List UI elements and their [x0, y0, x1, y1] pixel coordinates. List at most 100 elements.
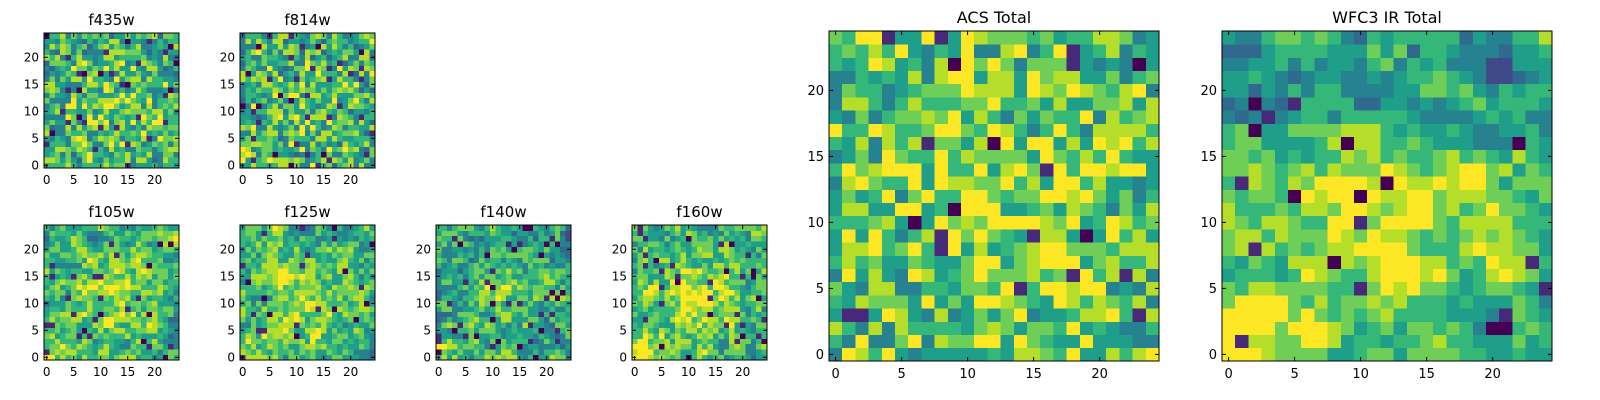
heatmap-cell: [868, 31, 883, 45]
heatmap-cell: [157, 279, 164, 285]
heatmap-cell: [168, 119, 174, 126]
heatmap-cell: [71, 268, 77, 274]
heatmap-cell: [245, 349, 252, 355]
heatmap-cell: [1013, 215, 1028, 230]
heatmap-cell: [364, 76, 370, 82]
heatmap-cell: [1406, 308, 1421, 322]
heatmap-cell: [60, 81, 66, 88]
heatmap-cell: [152, 306, 158, 312]
heatmap-cell: [245, 103, 252, 109]
heatmap-cell: [353, 289, 360, 296]
heatmap-cell: [1406, 242, 1421, 256]
heatmap-cell: [162, 114, 169, 120]
heatmap-cell: [1235, 321, 1249, 335]
heatmap-cell: [495, 268, 502, 274]
x-tick-label: 15: [120, 365, 135, 379]
heatmap-cell: [723, 349, 730, 355]
heatmap-cell: [103, 225, 110, 231]
heatmap-cell: [987, 97, 1001, 111]
heatmap-cell: [277, 241, 284, 247]
heatmap-cell: [49, 103, 56, 109]
heatmap-cell: [463, 279, 469, 285]
heatmap-cell: [452, 230, 458, 237]
heatmap-cell: [250, 157, 257, 163]
heatmap-cell: [299, 279, 306, 285]
heatmap-cell: [87, 65, 93, 72]
heatmap-cell: [277, 333, 284, 339]
heatmap-cell: [240, 241, 246, 247]
heatmap-cell: [538, 343, 545, 350]
heatmap-cell: [947, 321, 962, 335]
heatmap-cell: [479, 311, 485, 318]
heatmap-cell: [162, 124, 169, 131]
heatmap-cell: [1066, 229, 1081, 243]
heatmap-cell: [310, 322, 316, 328]
heatmap-cell: [637, 257, 644, 264]
heatmap-cell: [152, 322, 158, 328]
heatmap-cell: [1525, 176, 1540, 190]
heatmap-cell: [103, 241, 110, 247]
heatmap-cell: [130, 49, 137, 55]
heatmap-cell: [157, 262, 164, 269]
heatmap-cell: [103, 87, 110, 93]
heatmap-cell: [299, 65, 306, 72]
heatmap-cell: [65, 327, 72, 334]
heatmap-cell: [549, 273, 556, 280]
heatmap-cell: [1000, 242, 1015, 256]
heatmap-cell: [256, 76, 262, 82]
heatmap-cell: [44, 306, 50, 312]
heatmap-cell: [250, 146, 257, 153]
heatmap-cell: [1053, 57, 1067, 71]
heatmap-cell: [49, 316, 56, 323]
heatmap-cell: [299, 295, 306, 301]
heatmap-cell: [1106, 163, 1120, 177]
heatmap-cell: [1486, 189, 1500, 203]
heatmap-cell: [702, 316, 708, 323]
heatmap-cell: [315, 114, 322, 120]
heatmap-cell: [1340, 215, 1355, 230]
heatmap-cell: [527, 225, 534, 231]
heatmap-cell: [326, 306, 333, 312]
heatmap-cell: [272, 38, 279, 45]
heatmap-cell: [331, 54, 338, 61]
heatmap-cell: [961, 83, 975, 98]
heatmap-cell: [947, 97, 962, 111]
heatmap-cell: [348, 252, 354, 258]
heatmap-cell: [44, 262, 50, 269]
heatmap-cell: [745, 273, 752, 280]
heatmap-cell: [348, 327, 354, 334]
heatmap-cell: [321, 70, 327, 77]
heatmap-cell: [146, 262, 153, 269]
heatmap-cell: [245, 268, 252, 274]
heatmap-cell: [1446, 163, 1460, 177]
heatmap-cell: [1040, 83, 1054, 98]
heatmap-cell: [294, 65, 300, 72]
heatmap-cell: [152, 130, 158, 136]
heatmap-cell: [240, 252, 246, 258]
heatmap-cell: [283, 241, 289, 247]
heatmap-cell: [506, 311, 512, 318]
heatmap-cell: [250, 273, 257, 280]
heatmap-cell: [87, 124, 93, 131]
heatmap-cell: [146, 333, 153, 339]
heatmap-cell: [141, 33, 147, 39]
heatmap-cell: [745, 322, 752, 328]
heatmap-cell: [168, 54, 174, 61]
heatmap-cell: [135, 60, 142, 66]
heatmap-cell: [908, 242, 922, 256]
heatmap-cell: [245, 81, 252, 88]
heatmap-cell: [261, 338, 268, 345]
heatmap-cell: [522, 284, 529, 291]
heatmap-cell: [87, 333, 93, 339]
heatmap-cell: [974, 149, 988, 164]
heatmap-cell: [648, 354, 654, 361]
heatmap-cell: [1027, 176, 1041, 190]
heatmap-cell: [65, 141, 72, 147]
heatmap-cell: [436, 268, 442, 274]
heatmap-cell: [675, 289, 681, 296]
heatmap-cell: [348, 235, 354, 242]
heatmap-cell: [54, 49, 61, 55]
heatmap-cell: [358, 354, 365, 361]
heatmap-cell: [1040, 229, 1054, 243]
heatmap-cell: [484, 246, 491, 253]
